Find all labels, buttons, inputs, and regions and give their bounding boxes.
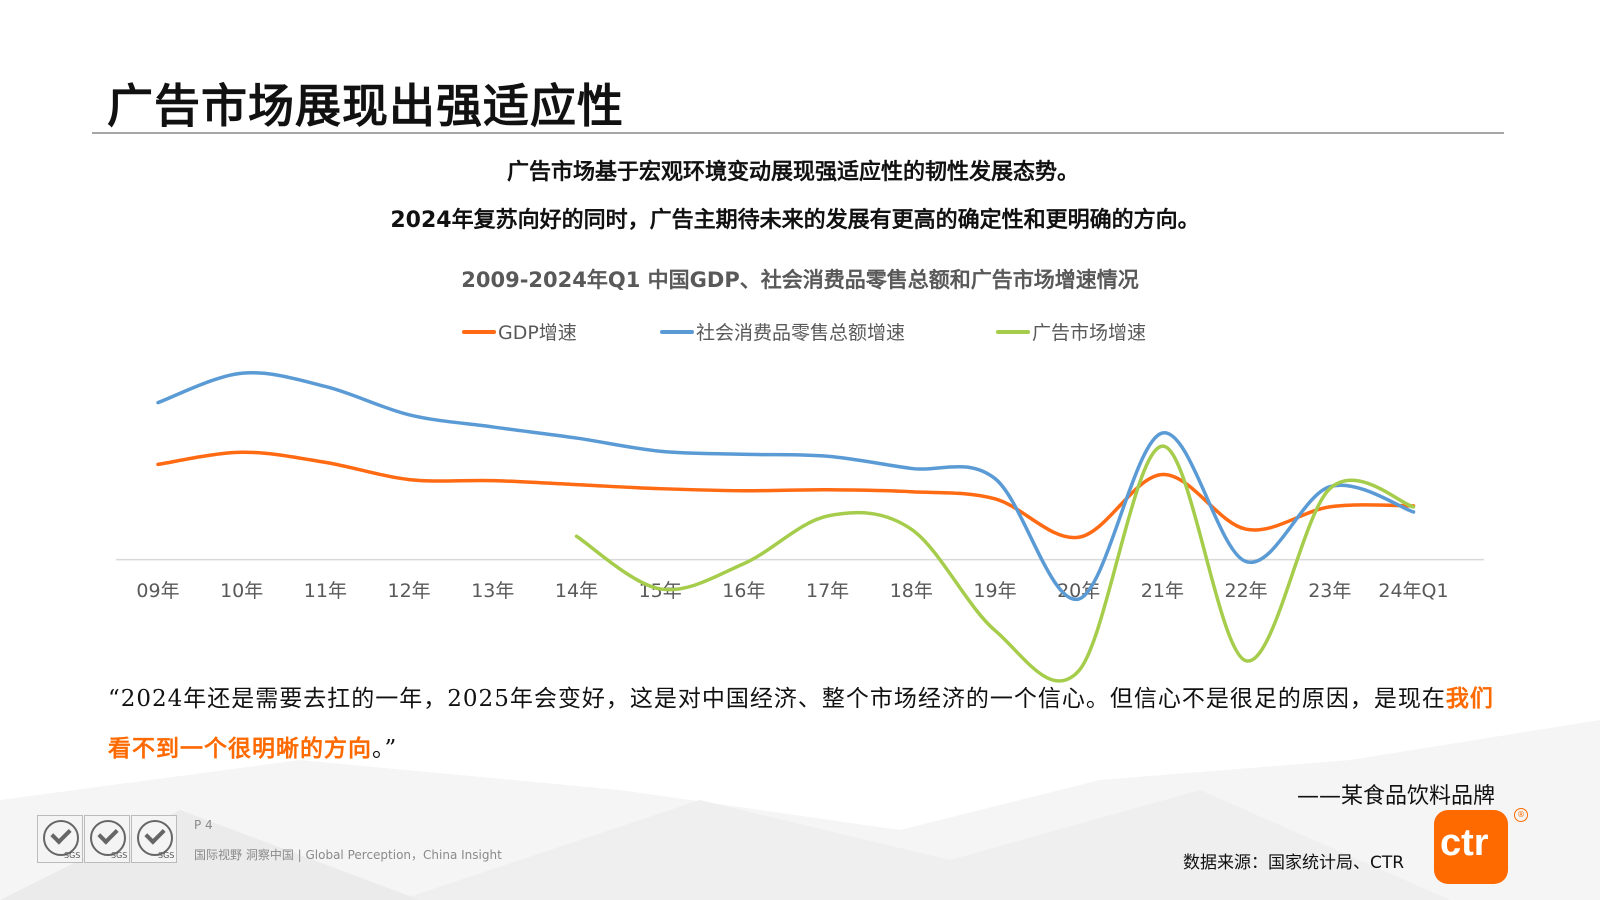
badge-label: SGS — [111, 851, 128, 860]
check-seal-icon — [43, 820, 79, 856]
legend-label-retail: 社会消费品零售总额增速 — [696, 322, 906, 344]
x-tick-label: 09年 — [136, 580, 179, 602]
x-tick-label: 24年Q1 — [1378, 580, 1448, 602]
x-tick-label: 11年 — [304, 580, 347, 602]
series-line-gdp — [156, 450, 1416, 540]
legend-item-gdp: GDP增速 — [462, 318, 577, 345]
x-tick-label: 13年 — [471, 580, 514, 602]
check-seal-icon — [90, 820, 126, 856]
quote-highlight: 我们看不到一个很明晰的方向 — [108, 685, 1494, 762]
subtitle-line-2: 2024年复苏向好的同时，广告主期待未来的发展有更高的确定性和更明确的方向。 — [390, 208, 1200, 233]
x-tick-label: 23年 — [1308, 580, 1351, 602]
chart-title: 2009-2024年Q1 中国GDP、社会消费品零售总额和广告市场增速情况 — [461, 268, 1139, 292]
x-tick-label: 12年 — [388, 580, 431, 602]
legend-item-ad: 广告市场增速 — [996, 318, 1146, 345]
badge-label: SGS — [64, 851, 81, 860]
check-seal-icon — [137, 820, 173, 856]
x-tick-label: 21年 — [1141, 580, 1184, 602]
quote-part-2: 。” — [372, 736, 398, 762]
quote-part-1: “2024年还是需要去扛的一年，2025年会变好，这是对中国经济、整个市场经济的… — [108, 686, 1446, 712]
page-number: P 4 — [194, 818, 213, 832]
legend-label-gdp: GDP增速 — [498, 322, 577, 344]
badge-label: SGS — [158, 851, 175, 860]
footer-tagline: 国际视野 洞察中国 | Global Perception，China Insi… — [194, 848, 502, 862]
subtitle-line-1: 广告市场基于宏观环境变动展现强适应性的韧性发展态势。 — [506, 160, 1079, 185]
x-tick-label: 17年 — [806, 580, 849, 602]
logo-text: ctr — [1440, 822, 1489, 864]
legend-swatch-retail — [660, 329, 694, 334]
slide-title: 广告市场展现出强适应性 — [107, 79, 624, 133]
sgs-badge-2: SGS — [84, 815, 130, 863]
legend-swatch-gdp — [462, 329, 496, 334]
quote-attribution: ——某食品饮料品牌 — [1296, 784, 1495, 809]
legend-swatch-ad — [996, 329, 1030, 334]
series-line-retail — [156, 371, 1416, 601]
title-divider — [92, 132, 1504, 134]
x-tick-label: 14年 — [555, 580, 598, 602]
x-tick-label: 10年 — [220, 580, 263, 602]
series-line-ad — [574, 444, 1416, 683]
ctr-logo: ctr — [1434, 810, 1508, 884]
sgs-badge-1: SGS — [37, 815, 83, 863]
sgs-badge-3: SGS — [131, 815, 177, 863]
registered-mark-icon: ® — [1514, 808, 1528, 822]
legend-item-retail: 社会消费品零售总额增速 — [660, 318, 905, 345]
x-tick-label: 18年 — [890, 580, 933, 602]
data-source: 数据来源：国家统计局、CTR — [1183, 853, 1405, 873]
legend-label-ad: 广告市场增速 — [1032, 322, 1147, 344]
x-tick-label: 19年 — [973, 580, 1016, 602]
x-tick-label: 16年 — [722, 580, 765, 602]
quote-text: “2024年还是需要去扛的一年，2025年会变好，这是对中国经济、整个市场经济的… — [108, 674, 1498, 774]
x-tick-label: 22年 — [1225, 580, 1268, 602]
